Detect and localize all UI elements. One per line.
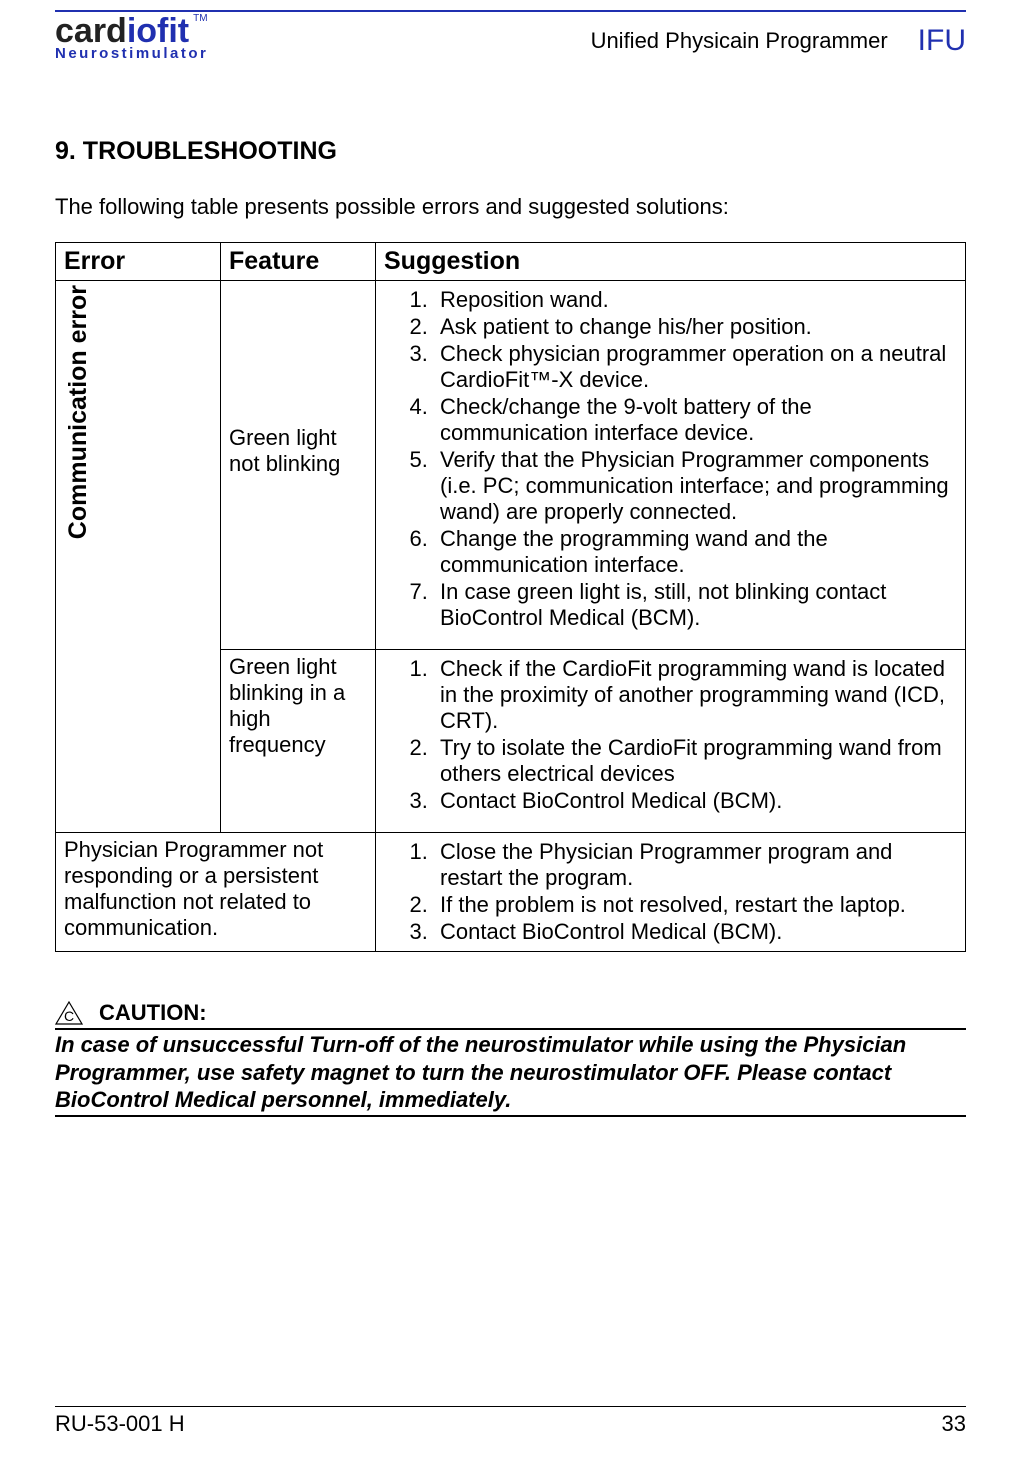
table-header-row: Error Feature Suggestion xyxy=(56,243,966,281)
header: cardiofitTM Neurostimulator Unified Phys… xyxy=(55,12,966,72)
caution-body: In case of unsuccessful Turn-off of the … xyxy=(55,1030,966,1117)
logo-main: cardiofitTM xyxy=(55,14,208,48)
list-item: Ask patient to change his/her position. xyxy=(434,314,957,340)
list-item: Contact BioControl Medical (BCM). xyxy=(434,788,957,814)
table-row: Communication error Green light not blin… xyxy=(56,281,966,650)
content: 9. TROUBLESHOOTING The following table p… xyxy=(55,72,966,1117)
suggestion-list-2: Check if the CardioFit programming wand … xyxy=(384,656,957,814)
cell-feature-2: Green light blinking in a high frequency xyxy=(221,650,376,833)
list-item: Check if the CardioFit programming wand … xyxy=(434,656,957,734)
feature-1: Green light not blinking xyxy=(229,425,340,476)
footer: RU-53-001 H 33 xyxy=(55,1406,966,1437)
caution-letter: C xyxy=(64,1008,74,1024)
list-item: Check/change the 9-volt battery of the c… xyxy=(434,394,957,446)
caution-block: C CAUTION: In case of unsuccessful Turn-… xyxy=(55,1000,966,1117)
list-item: If the problem is not resolved, restart … xyxy=(434,892,957,918)
caution-head: C CAUTION: xyxy=(55,1000,966,1030)
footer-page-no: 33 xyxy=(942,1411,966,1437)
header-right: Unified Physicain Programmer IFU xyxy=(591,12,966,58)
footer-row: RU-53-001 H 33 xyxy=(55,1411,966,1437)
col-suggestion: Suggestion xyxy=(376,243,966,281)
footer-doc-id: RU-53-001 H xyxy=(55,1411,185,1437)
error-communication: Communication error xyxy=(64,285,93,539)
feature-2: Green light blinking in a high frequency xyxy=(229,654,345,757)
col-error: Error xyxy=(56,243,221,281)
logo-tm: TM xyxy=(193,13,207,24)
header-ifu: IFU xyxy=(918,24,966,58)
footer-rule xyxy=(55,1406,966,1407)
list-item: In case green light is, still, not blink… xyxy=(434,579,957,631)
cell-error-comm: Communication error xyxy=(56,281,221,833)
list-item: Check physician programmer operation on … xyxy=(434,341,957,393)
section-intro: The following table presents possible er… xyxy=(55,194,966,220)
table-row: Physician Programmer not responding or a… xyxy=(56,833,966,952)
logo: cardiofitTM Neurostimulator xyxy=(55,12,208,61)
list-item: Verify that the Physician Programmer com… xyxy=(434,447,957,525)
list-item: Close the Physician Programmer program a… xyxy=(434,839,957,891)
troubleshooting-table: Error Feature Suggestion Communication e… xyxy=(55,242,966,952)
list-item: Contact BioControl Medical (BCM). xyxy=(434,919,957,945)
cell-feature-1: Green light not blinking xyxy=(221,281,376,650)
header-doc-title: Unified Physicain Programmer xyxy=(591,28,888,54)
page: cardiofitTM Neurostimulator Unified Phys… xyxy=(0,10,1021,1477)
cell-suggestion-3: Close the Physician Programmer program a… xyxy=(376,833,966,952)
cell-suggestion-2: Check if the CardioFit programming wand … xyxy=(376,650,966,833)
logo-sub: Neurostimulator xyxy=(55,46,208,61)
list-item: Reposition wand. xyxy=(434,287,957,313)
cell-error-3: Physician Programmer not responding or a… xyxy=(56,833,376,952)
caution-label: CAUTION: xyxy=(99,1000,207,1026)
col-feature: Feature xyxy=(221,243,376,281)
list-item: Change the programming wand and the comm… xyxy=(434,526,957,578)
caution-triangle-icon: C xyxy=(55,1001,83,1025)
list-item: Try to isolate the CardioFit programming… xyxy=(434,735,957,787)
suggestion-list-1: Reposition wand. Ask patient to change h… xyxy=(384,287,957,631)
section-heading: 9. TROUBLESHOOTING xyxy=(55,137,966,166)
suggestion-list-3: Close the Physician Programmer program a… xyxy=(384,839,957,945)
cell-suggestion-1: Reposition wand. Ask patient to change h… xyxy=(376,281,966,650)
